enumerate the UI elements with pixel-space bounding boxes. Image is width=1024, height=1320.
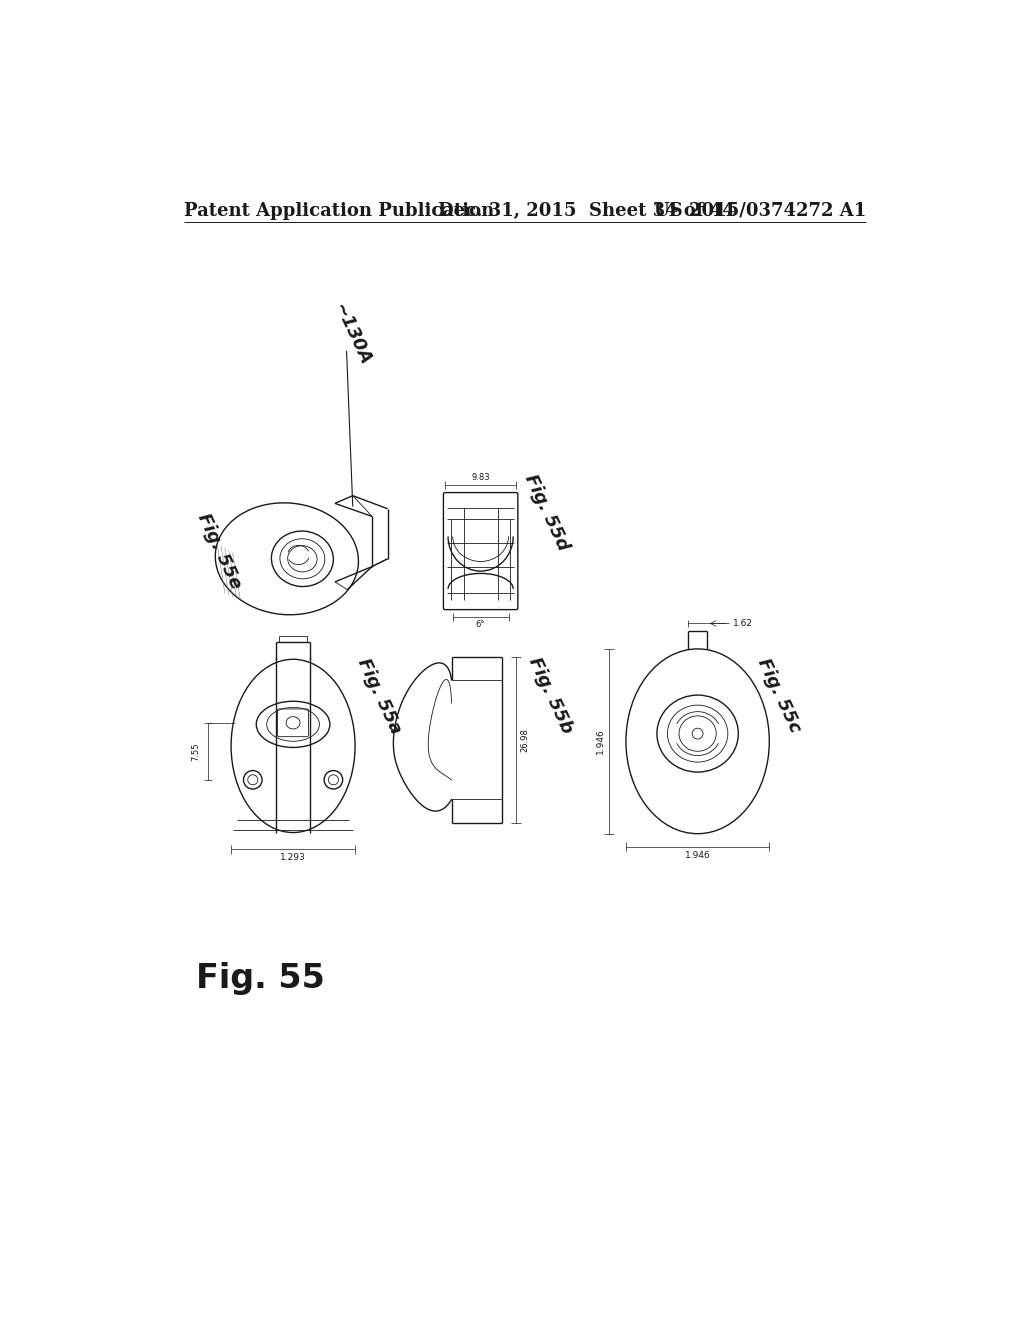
- Text: Patent Application Publication: Patent Application Publication: [183, 202, 494, 219]
- Text: Fig. 55c: Fig. 55c: [754, 656, 804, 737]
- Text: 26.98: 26.98: [520, 727, 529, 751]
- Text: 1.293: 1.293: [281, 853, 306, 862]
- Text: 7.55: 7.55: [191, 742, 200, 760]
- Text: Fig. 55d: Fig. 55d: [521, 471, 572, 553]
- Text: 1.946: 1.946: [685, 850, 711, 859]
- Text: 1.946: 1.946: [596, 729, 605, 754]
- Text: Fig. 55b: Fig. 55b: [525, 655, 575, 737]
- Text: 9.83: 9.83: [471, 473, 489, 482]
- Text: 1.62: 1.62: [732, 619, 753, 628]
- Text: US 2015/0374272 A1: US 2015/0374272 A1: [653, 202, 866, 219]
- Text: Dec. 31, 2015  Sheet 34 of 44: Dec. 31, 2015 Sheet 34 of 44: [438, 202, 735, 219]
- Text: ~130A: ~130A: [329, 300, 374, 368]
- Text: Fig. 55: Fig. 55: [197, 962, 325, 995]
- Text: 6°: 6°: [476, 620, 485, 630]
- Text: Fig. 55e: Fig. 55e: [194, 511, 245, 591]
- Text: Fig. 55a: Fig. 55a: [354, 655, 406, 737]
